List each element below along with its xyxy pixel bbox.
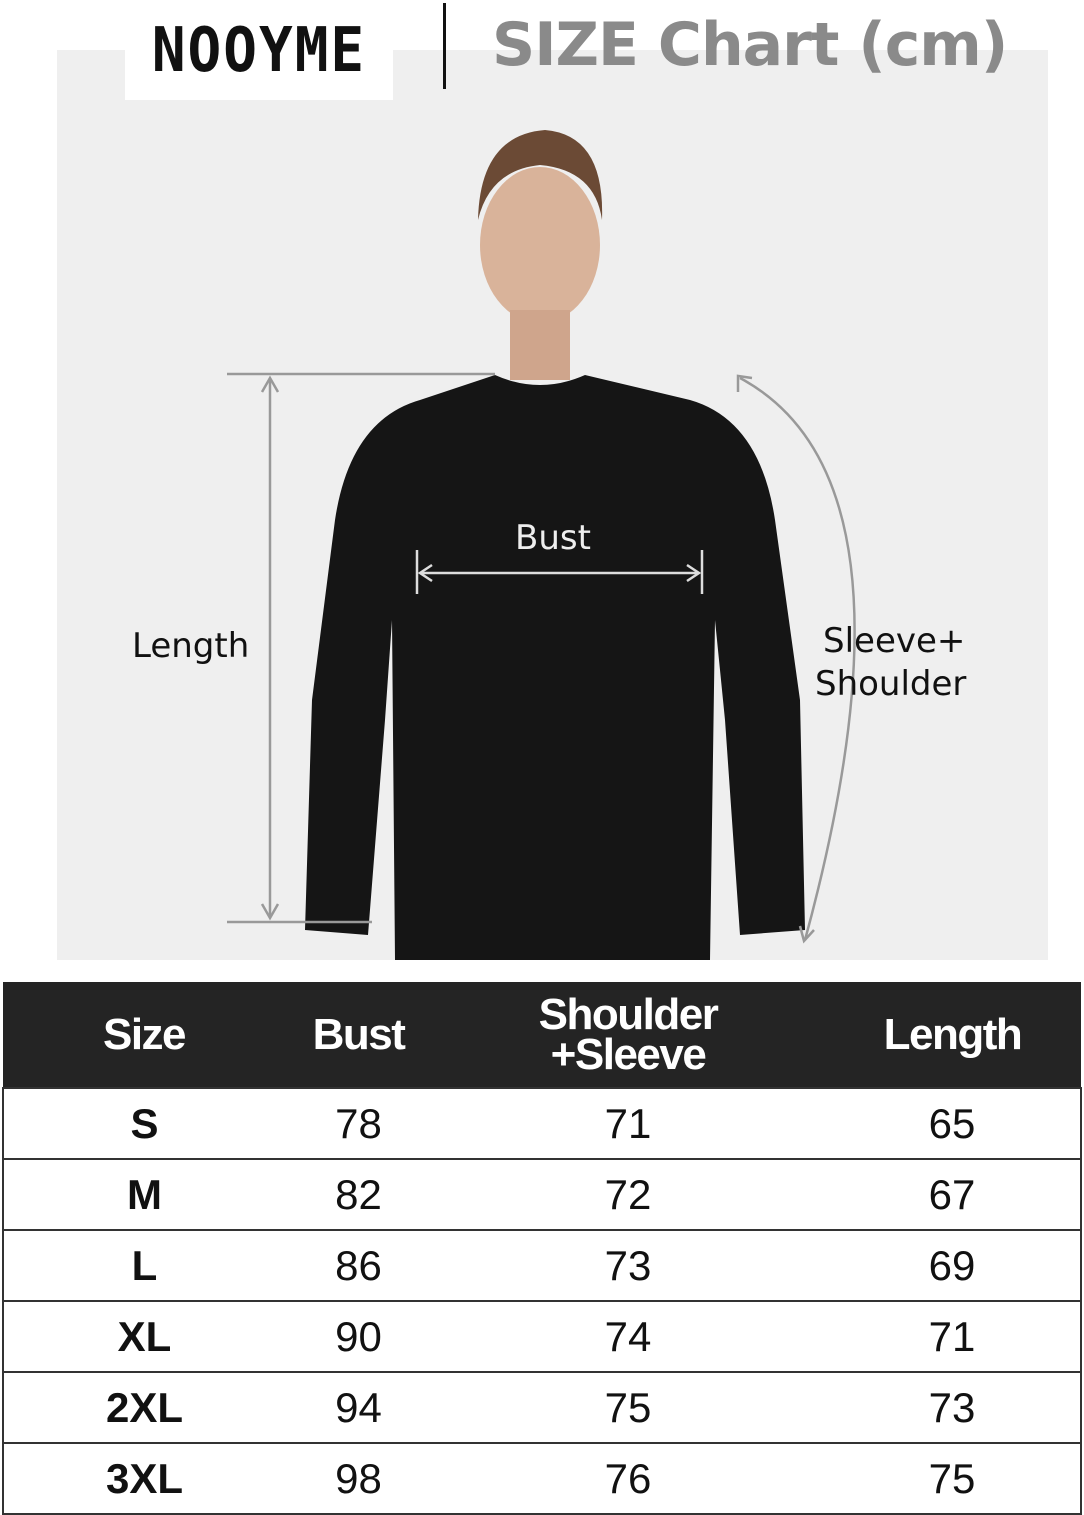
header-divider — [443, 3, 446, 89]
size-cell: 2XL — [2, 1371, 285, 1444]
table-row: L 86 73 69 — [2, 1229, 1082, 1302]
size-cell: M — [2, 1158, 285, 1231]
size-cell: XL — [2, 1300, 285, 1373]
model-shirt — [305, 375, 805, 960]
bust-cell: 94 — [285, 1371, 432, 1444]
header-length: Length — [824, 982, 1081, 1088]
model-head — [480, 167, 600, 323]
table-header-row: Size Bust Shoulder +Sleeve Length — [3, 982, 1081, 1088]
table-row: M 82 72 67 — [2, 1158, 1082, 1231]
length-label: Length — [132, 626, 250, 666]
shoulder-sleeve-cell: 71 — [432, 1087, 824, 1160]
shoulder-sleeve-cell: 74 — [432, 1300, 824, 1373]
shoulder-sleeve-cell: 73 — [432, 1229, 824, 1302]
length-cell: 71 — [824, 1300, 1082, 1373]
length-cell: 65 — [824, 1087, 1082, 1160]
model-neck — [510, 310, 570, 380]
size-cell: S — [2, 1087, 285, 1160]
sleeve-label-line2: Shoulder — [815, 664, 967, 704]
bust-cell: 86 — [285, 1229, 432, 1302]
length-cell: 67 — [824, 1158, 1082, 1231]
sleeve-measure-line — [736, 374, 856, 944]
table-row: 2XL 94 75 73 — [2, 1371, 1082, 1444]
size-table: Size Bust Shoulder +Sleeve Length S 78 71 65… — [2, 982, 1082, 1515]
bust-cell: 78 — [285, 1087, 432, 1160]
length-cell: 75 — [824, 1442, 1082, 1515]
model-illustration — [227, 130, 856, 960]
shoulder-sleeve-cell: 75 — [432, 1371, 824, 1444]
length-cell: 69 — [824, 1229, 1082, 1302]
length-measure-line — [227, 372, 495, 924]
header-size: Size — [3, 982, 285, 1088]
table-row: S 78 71 65 — [2, 1087, 1082, 1160]
table-row: XL 90 74 71 — [2, 1300, 1082, 1373]
shoulder-sleeve-cell: 72 — [432, 1158, 824, 1231]
size-cell: L — [2, 1229, 285, 1302]
header-bust: Bust — [285, 982, 432, 1088]
length-cell: 73 — [824, 1371, 1082, 1444]
shoulder-sleeve-cell: 76 — [432, 1442, 824, 1515]
brand-logo: NOOYME — [125, 0, 393, 100]
bust-cell: 98 — [285, 1442, 432, 1515]
size-cell: 3XL — [2, 1442, 285, 1515]
bust-cell: 90 — [285, 1300, 432, 1373]
table-row: 3XL 98 76 75 — [2, 1442, 1082, 1515]
sleeve-label-line1: Sleeve+ — [823, 621, 966, 661]
bust-measure-line — [415, 550, 704, 594]
model-hair — [478, 130, 603, 220]
page-title: SIZE Chart (cm) — [492, 10, 1008, 80]
bust-cell: 82 — [285, 1158, 432, 1231]
header-shoulder-sleeve: Shoulder +Sleeve — [432, 982, 824, 1088]
bust-label: Bust — [515, 518, 591, 558]
